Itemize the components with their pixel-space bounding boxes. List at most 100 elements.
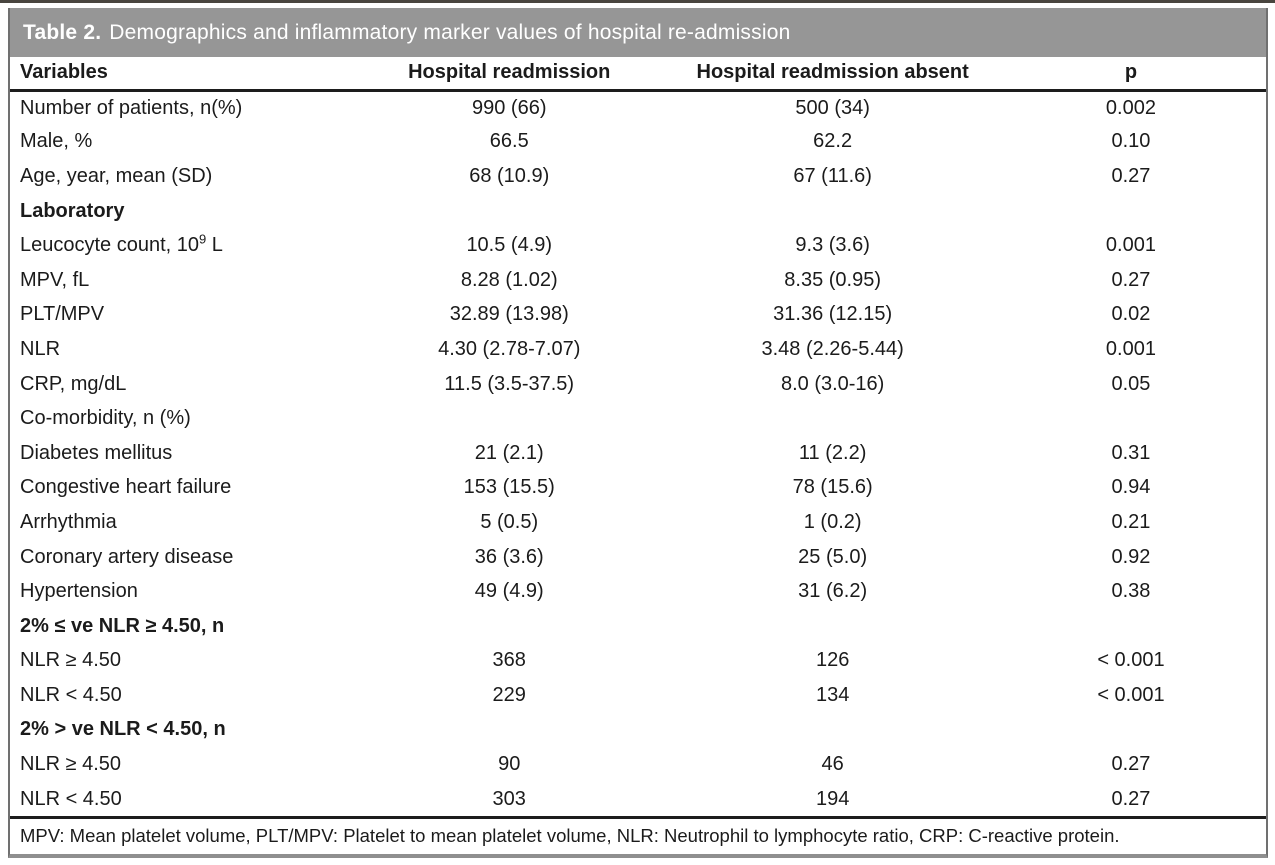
cell-p-value: 0.21 [1111, 510, 1151, 533]
cell-readmission-absent: 9.3 (3.6) [795, 234, 870, 257]
row-label: Congestive heart failure [20, 476, 232, 499]
cell-readmission-absent: 46 [821, 753, 844, 776]
cell-readmission [349, 713, 669, 748]
cell-readmission-absent [669, 194, 996, 229]
column-header-readmission: Hospital readmission [349, 57, 670, 92]
column-header-p: p [995, 57, 1266, 92]
cell-p-value: 0.10 [1111, 130, 1151, 153]
cell-readmission-absent: 67 (11.6) [793, 164, 872, 187]
cell-p-value: 0.27 [1111, 753, 1151, 776]
column-header-variables: Variables [10, 57, 350, 92]
cell-p-value: 0.27 [1111, 787, 1151, 810]
row-label: NLR < 4.50 [20, 683, 122, 706]
table-row: Diabetes mellitus 21 (2.1) 11 (2.2) 0.31 [10, 436, 1266, 471]
row-label: Coronary artery disease [20, 545, 234, 568]
row-label: NLR < 4.50 [20, 787, 122, 810]
cell-p-value: 0.002 [1105, 96, 1156, 119]
cell-readmission: 66.5 [489, 130, 529, 153]
cell-readmission [349, 401, 669, 436]
section-row: Laboratory [10, 194, 1266, 229]
cell-readmission: 303 [492, 787, 526, 810]
header-row: Variables Hospital readmission Hospital … [10, 57, 1266, 92]
table-row: Hypertension 49 (4.9) 31 (6.2) 0.38 [10, 574, 1266, 609]
cell-readmission: 36 (3.6) [474, 545, 544, 568]
section-row: 2% > ve NLR < 4.50, n [10, 713, 1266, 748]
row-label: 2% > ve NLR < 4.50, n [20, 718, 226, 741]
row-label: Age, year, mean (SD) [20, 164, 213, 187]
cell-readmission: 32.89 (13.98) [449, 303, 569, 326]
cell-readmission-absent: 11 (2.2) [798, 441, 867, 464]
cell-readmission: 4.30 (2.78-7.07) [438, 337, 581, 360]
cell-readmission: 21 (2.1) [474, 441, 544, 464]
cell-readmission: 5 (0.5) [480, 510, 539, 533]
cell-p-value: 0.94 [1111, 476, 1151, 499]
cell-readmission-absent: 31 (6.2) [798, 580, 868, 603]
cell-readmission: 990 (66) [471, 96, 547, 119]
cell-readmission: 368 [492, 649, 526, 672]
table-row: PLT/MPV 32.89 (13.98) 31.36 (12.15) 0.02 [10, 298, 1266, 333]
cell-p-value: 0.05 [1111, 372, 1151, 395]
row-label: NLR ≥ 4.50 [20, 753, 122, 776]
cell-readmission: 229 [492, 683, 526, 706]
row-label: PLT/MPV [20, 303, 105, 326]
row-label: Male, % [20, 130, 93, 153]
cell-p-value [996, 713, 1266, 748]
cell-p-value: 0.27 [1111, 164, 1151, 187]
table-number: Table 2. [23, 20, 102, 44]
cell-readmission-absent: 194 [815, 787, 850, 810]
cell-readmission: 68 (10.9) [469, 164, 550, 187]
cell-readmission-absent: 25 (5.0) [798, 545, 868, 568]
cell-readmission: 153 (15.5) [463, 476, 555, 499]
cell-p-value: < 0.001 [1097, 683, 1165, 706]
cell-p-value: 0.27 [1111, 268, 1151, 291]
table-row: NLR ≥ 4.50 90 46 0.27 [10, 747, 1266, 782]
cell-readmission-absent: 8.0 (3.0-16) [780, 372, 885, 395]
table-row: NLR < 4.50 303 194 0.27 [10, 782, 1266, 817]
cell-readmission-absent: 8.35 (0.95) [784, 268, 882, 291]
table-body: Number of patients, n(%) 990 (66) 500 (34)… [10, 90, 1266, 816]
row-label: Arrhythmia [20, 510, 117, 533]
cell-readmission: 49 (4.9) [474, 580, 544, 603]
row-label: NLR [20, 337, 61, 360]
cell-p-value [996, 401, 1266, 436]
cell-readmission-absent [669, 713, 996, 748]
cell-readmission [349, 609, 669, 644]
cell-readmission: 8.28 (1.02) [460, 268, 558, 291]
row-label: 2% ≤ ve NLR ≥ 4.50, n [20, 614, 225, 637]
table-row: Male, % 66.5 62.2 0.10 [10, 125, 1266, 160]
section-row: Co-morbidity, n (%) [10, 401, 1266, 436]
row-label: Laboratory [20, 199, 125, 222]
table-row: Leucocyte count, 109 L 10.5 (4.9) 9.3 (3.6… [10, 228, 1266, 263]
cell-readmission-absent: 62.2 [813, 130, 853, 153]
cell-readmission-absent: 126 [815, 649, 850, 672]
table-row: Arrhythmia 5 (0.5) 1 (0.2) 0.21 [10, 505, 1266, 540]
row-label: Diabetes mellitus [20, 441, 173, 464]
table-figure: Table 2. Demographics and inflammatory m… [8, 8, 1268, 858]
cell-p-value [996, 194, 1266, 229]
table-row: CRP, mg/dL 11.5 (3.5-37.5) 8.0 (3.0-16) 0.0… [10, 367, 1266, 402]
table-footnote: MPV: Mean platelet volume, PLT/MPV: Plat… [10, 816, 1266, 854]
cell-readmission-absent: 78 (15.6) [792, 476, 873, 499]
cell-readmission-absent: 500 (34) [795, 96, 870, 119]
data-table: Variables Hospital readmission Hospital … [10, 57, 1266, 816]
row-label: MPV, fL [20, 268, 90, 291]
table-title-bar: Table 2. Demographics and inflammatory m… [10, 8, 1266, 57]
row-label: Leucocyte count, 109 L [20, 231, 223, 257]
row-label: Number of patients, n(%) [20, 96, 243, 119]
table-title: Demographics and inflammatory marker val… [109, 20, 791, 44]
table-row: Coronary artery disease 36 (3.6) 25 (5.0) 0… [10, 540, 1266, 575]
table-row: Number of patients, n(%) 990 (66) 500 (34)… [10, 90, 1266, 125]
table-row: NLR 4.30 (2.78-7.07) 3.48 (2.26-5.44) 0.001 [10, 332, 1266, 367]
section-row: 2% ≤ ve NLR ≥ 4.50, n [10, 609, 1266, 644]
cell-readmission: 90 [498, 753, 521, 776]
cell-readmission [349, 194, 669, 229]
cell-readmission-absent: 3.48 (2.26-5.44) [761, 337, 904, 360]
figure-top-rule [0, 0, 1275, 3]
cell-readmission: 10.5 (4.9) [466, 234, 553, 257]
table-row: NLR ≥ 4.50 368 126 < 0.001 [10, 644, 1266, 679]
cell-readmission: 11.5 (3.5-37.5) [444, 372, 575, 395]
row-label: NLR ≥ 4.50 [20, 649, 122, 672]
table-header: Variables Hospital readmission Hospital … [10, 57, 1266, 92]
cell-readmission-absent: 134 [815, 683, 850, 706]
